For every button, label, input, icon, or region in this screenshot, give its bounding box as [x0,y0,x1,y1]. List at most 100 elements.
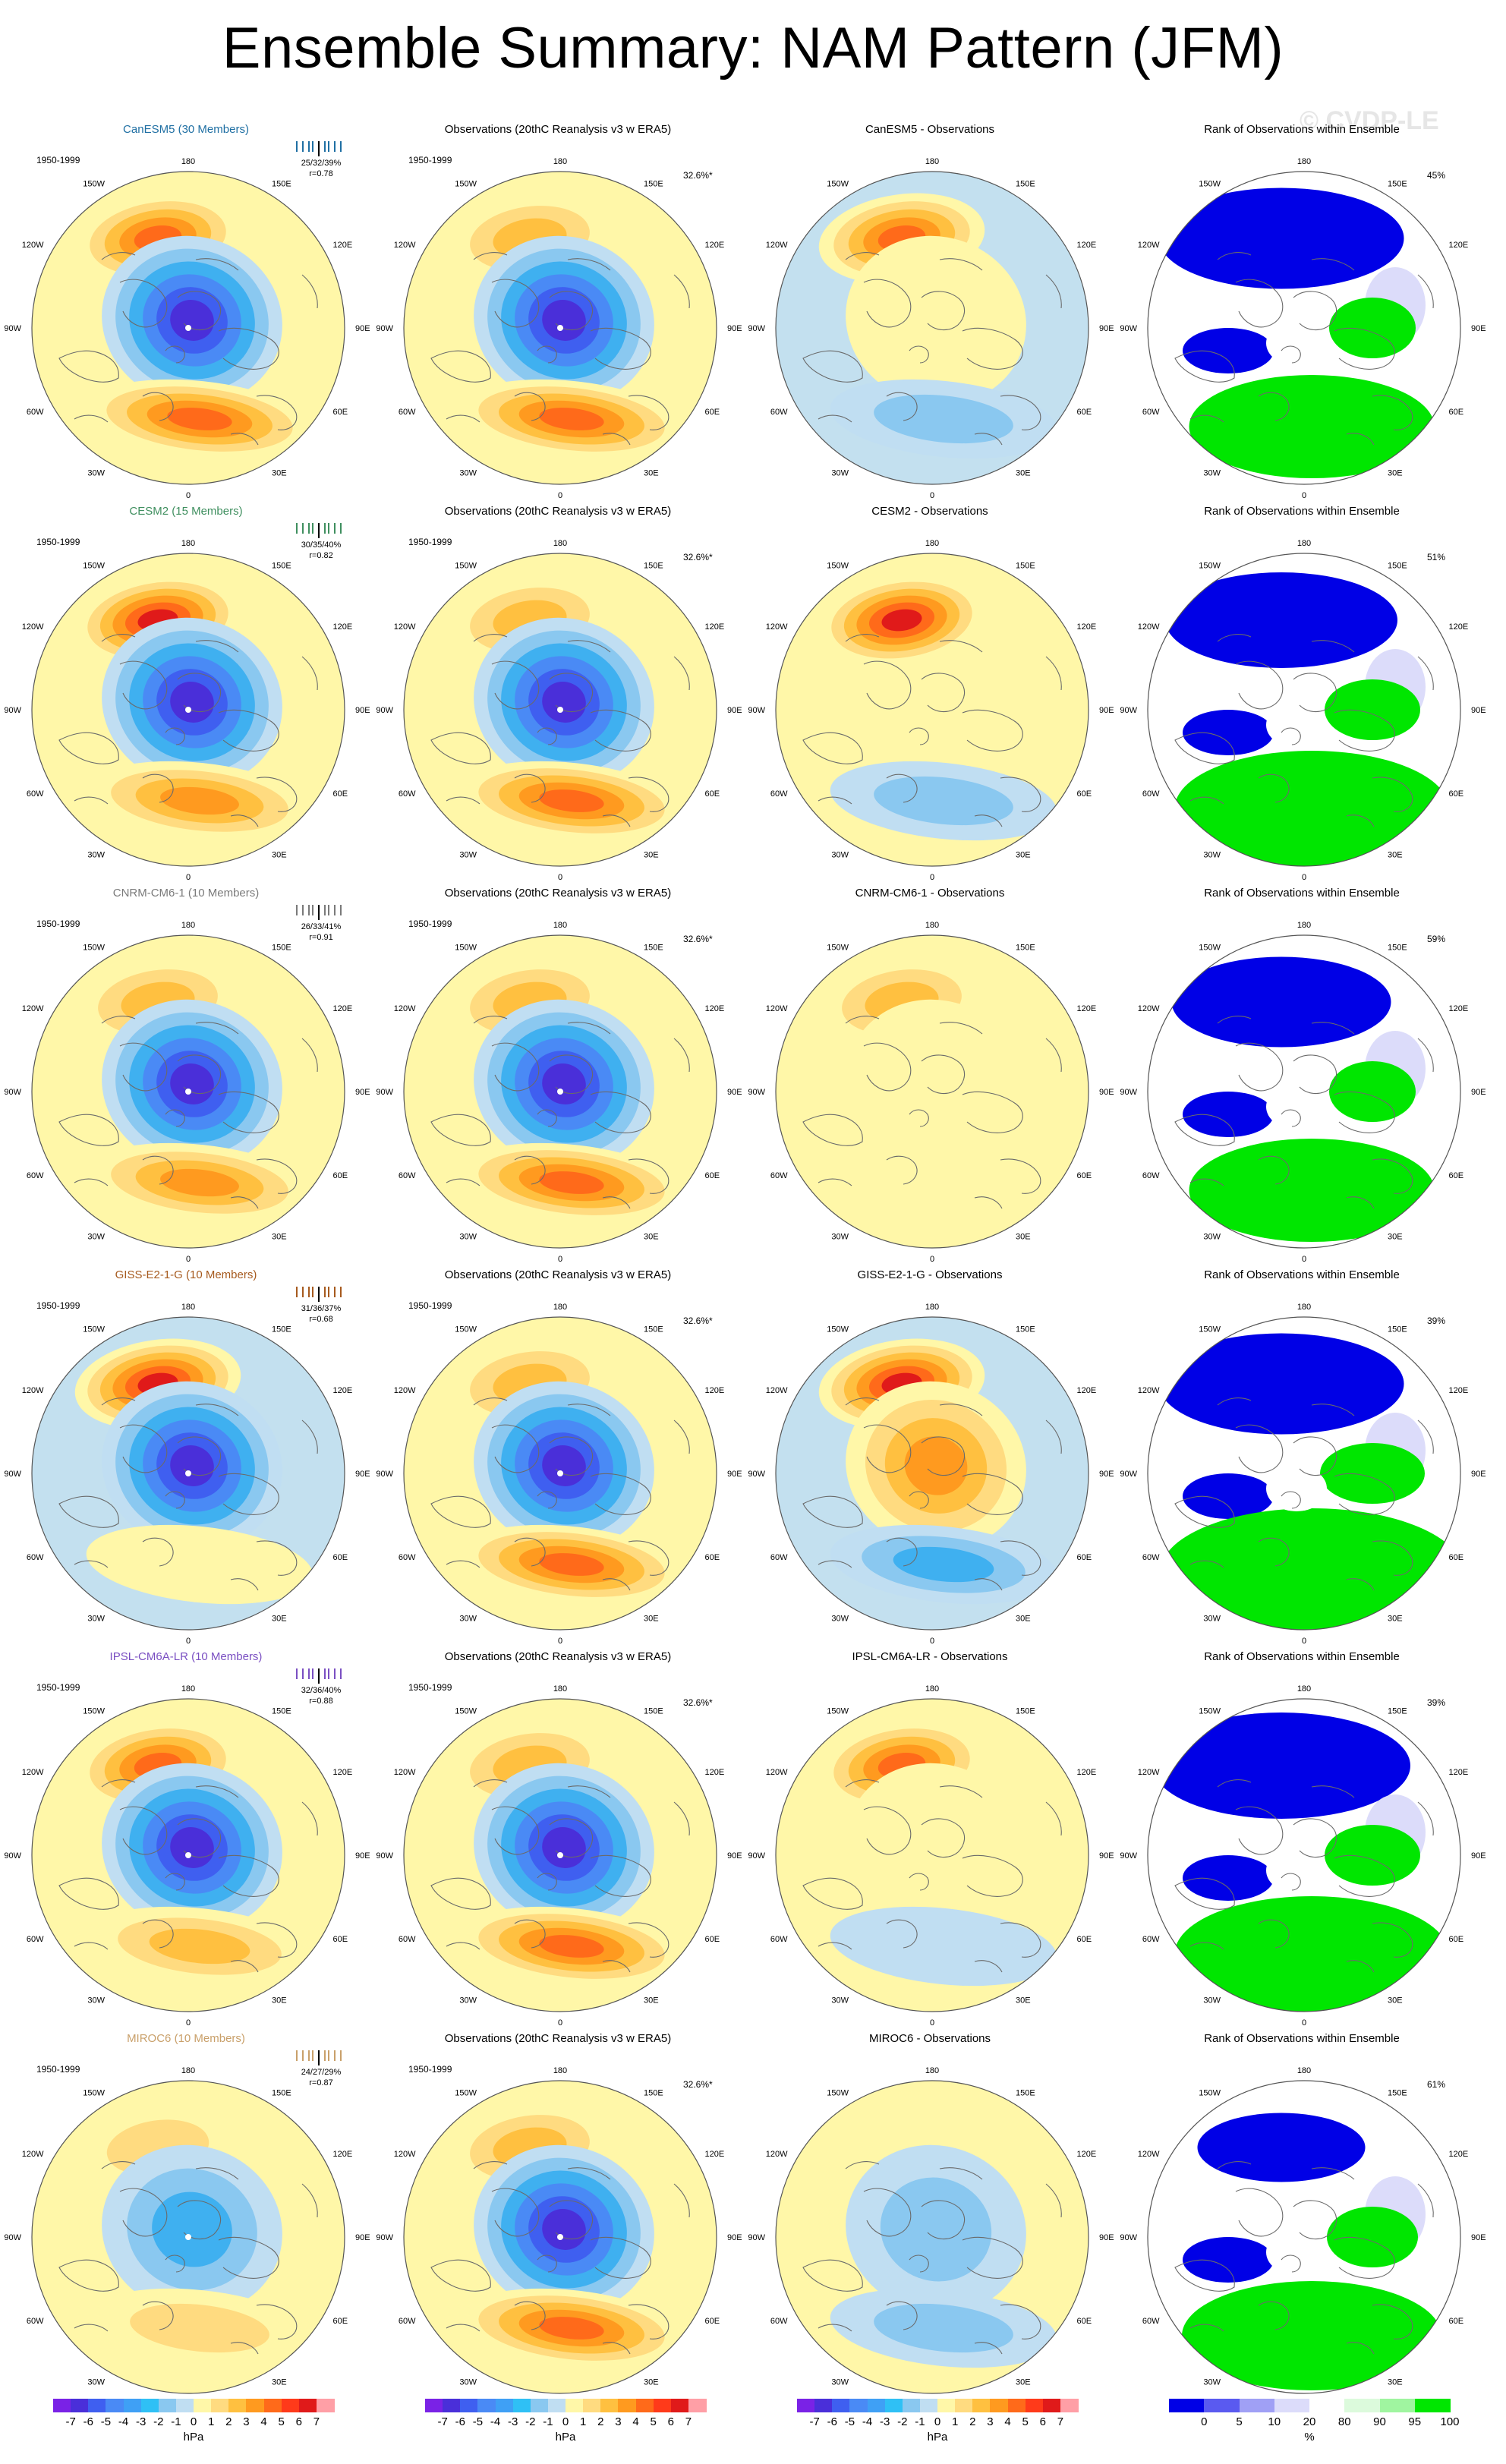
coastline-2 [1293,1818,1337,1858]
colorbar-tick-label: -2 [525,2415,536,2428]
coastline-6 [301,274,318,309]
longitude-label: 150W [83,1325,105,1334]
member-ticks [288,903,352,920]
coastline-5 [142,774,174,803]
longitude-label: 60E [333,408,348,417]
coastline-6 [673,1038,690,1073]
model-arctic-low-contour-5 [170,1827,214,1868]
obs-arctic-low-contour-5 [542,1445,586,1486]
coastline-6 [1045,1038,1062,1073]
longitude-label: 60W [399,1935,416,1944]
coastline-7 [845,1779,880,1788]
coastline-3 [590,1091,651,1133]
coastline-4 [628,1158,670,1194]
coastline-5 [142,1537,174,1567]
model-panel-1: CanESM5 (30 Members) 1950-1999 25/32/39% r=… [0,106,372,500]
coastline-10 [74,2324,109,2332]
longitude-label: 150E [272,2088,291,2097]
colorbar-tick-label: 6 [1039,2415,1046,2428]
map-boundary [31,934,345,1249]
longitude-label: 0 [558,491,562,500]
coastline-5 [514,774,546,803]
rank-panel-6: Rank of Observations within Ensemble 61% 1… [1116,2015,1488,2409]
longitude-label: 150E [644,943,663,952]
longitude-label: 90W [376,324,393,333]
longitude-label: 180 [925,1303,939,1312]
coastline-0 [1174,2259,1235,2292]
longitude-label: 120E [1449,1386,1469,1395]
coastline-3 [962,1854,1023,1897]
longitude-label: 60E [1449,789,1464,799]
obs-atlantic-high-contour-4 [539,2317,604,2340]
coastline-5 [142,392,174,421]
colorbar-tick-label: 2 [969,2415,976,2428]
rank-rank-high [1160,1508,1460,1630]
map-boundary [775,1316,1089,1631]
variance-explained: 32.6%* [683,2079,713,2090]
colorbar-segment [902,2399,921,2412]
coastline-8 [567,1785,611,1798]
model-stats: 31/36/37% r=0.68 [301,1304,342,1324]
coastline-10 [446,1178,480,1186]
diff-atlantic-high-contour-1 [874,2303,1013,2353]
coastline-0 [430,732,491,764]
coastline-10 [1189,2324,1224,2332]
colorbar-segment [298,2399,317,2412]
coastline-4 [256,1158,298,1194]
pole-marker [185,2234,191,2240]
longitude-label: 90W [1120,1088,1137,1097]
coastline-1 [1235,1042,1284,1092]
longitude-label: 60W [1142,1935,1160,1944]
coastline-8 [567,1022,611,1035]
longitude-label: 120E [1449,622,1469,632]
coastline-11 [1346,2342,1375,2355]
coastline-6 [673,2183,690,2218]
colorbar-segment [600,2399,619,2412]
longitude-label: 30W [87,1233,105,1242]
diff-pacific-high-contour-5 [881,609,922,632]
colorbar-tick-label: 2 [225,2415,232,2428]
longitude-label: 180 [181,2066,195,2075]
coastline-4 [256,2304,298,2340]
longitude-label: 180 [1297,157,1311,166]
longitude-label: 90W [1120,706,1137,715]
period-label: 1950-1999 [36,1300,80,1311]
longitude-label: 150W [455,943,477,952]
coastline-6 [1045,1801,1062,1836]
coastline-5 [142,1155,174,1185]
diff-map: 180 150E 120E 90E 60E 30E 0 30W 60W 90W 120W 150W [748,157,1114,500]
longitude-label: 150E [1016,943,1035,952]
coastline-1 [491,1806,540,1855]
coastline-3 [218,1091,279,1133]
longitude-label: 120W [1138,241,1160,250]
pole-marker [185,1852,191,1858]
coastline-9 [537,2254,557,2273]
model-map: 180 150E 120E 90E 60E 30E 0 30W 60W 90W 120W 150W [4,539,370,882]
longitude-label: 0 [186,873,191,882]
colorbar-tick-label: 0 [190,2415,197,2428]
coastlines [1174,634,1434,827]
coastline-9 [909,1873,929,1891]
member-ticks [288,521,352,538]
coastline-9 [1281,1109,1301,1127]
coastlines [430,1779,690,1973]
pole-marker [185,1470,191,1476]
coastline-1 [491,279,540,328]
longitude-label: 150W [455,1325,477,1334]
colorbar-segment [670,2399,689,2412]
longitude-label: 30E [1388,1996,1403,2006]
rank-map: 180 150E 120E 90E 60E 30E 0 30W 60W 90W 120W 150W [1120,921,1486,1264]
longitude-label: 120E [1077,1386,1097,1395]
longitude-label: 60E [705,1171,720,1180]
longitude-label: 30W [831,1233,849,1242]
obs-map: 180 150E 120E 90E 60E 30E 0 30W 60W 90W 120W 150W [376,539,742,882]
coastline-3 [218,709,279,751]
model-arctic-low-contour-2 [152,2191,232,2267]
longitude-label: 150E [1388,943,1407,952]
period-label: 1950-1999 [36,1682,80,1693]
colorbar-tick-label: 0 [562,2415,569,2428]
longitude-label: 0 [558,2018,562,2028]
longitude-label: 90W [748,1470,765,1479]
coastline-6 [1417,1801,1434,1836]
coastline-9 [909,727,929,745]
